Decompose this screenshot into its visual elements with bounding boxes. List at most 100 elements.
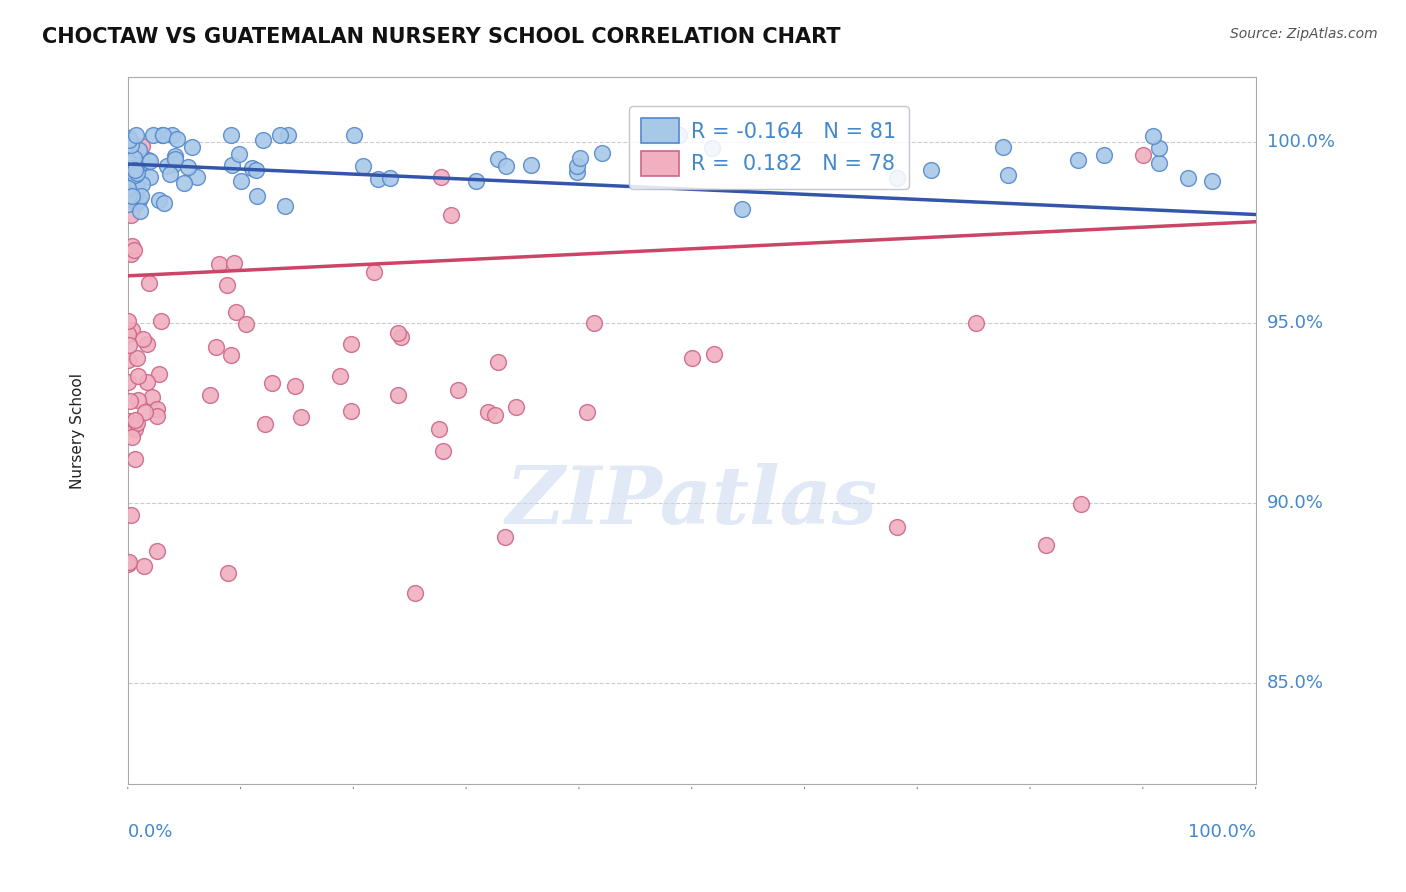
Point [378,170,401,185]
Point [205,340,228,354]
Point [731,202,754,216]
Point [582,316,605,330]
Point [340,404,363,418]
Text: ZIPatlas: ZIPatlas [506,463,877,541]
Point [120,508,142,522]
Legend: R = -0.164   N = 81, R =  0.182   N = 78: R = -0.164 N = 81, R = 0.182 N = 78 [628,105,908,188]
Point [120,186,142,200]
Point [217,278,239,293]
Point [163,157,186,171]
Point [363,265,385,279]
Point [1067,153,1090,167]
Point [290,410,312,425]
Text: Nursery School: Nursery School [69,373,84,489]
Point [166,132,188,146]
Point [120,394,142,409]
Point [117,191,139,205]
Point [125,166,148,180]
Point [121,239,143,253]
Point [118,131,141,145]
Point [565,165,588,179]
Point [121,323,143,337]
Point [567,159,589,173]
Point [484,408,506,422]
Point [163,149,186,163]
Point [389,330,412,344]
Point [198,388,221,402]
Point [122,243,145,257]
Point [118,414,141,428]
Point [142,128,165,143]
Point [177,161,200,175]
Text: 0.0%: 0.0% [128,823,173,841]
Point [117,196,139,211]
Point [163,153,186,167]
Point [122,151,145,165]
Point [269,128,291,143]
Point [124,168,146,182]
Point [240,161,263,175]
Point [141,390,163,404]
Text: CHOCTAW VS GUATEMALAN NURSERY SCHOOL CORRELATION CHART: CHOCTAW VS GUATEMALAN NURSERY SCHOOL COR… [42,27,841,46]
Point [387,388,409,402]
Point [162,128,184,143]
Text: 100.0%: 100.0% [1267,134,1334,152]
Point [1177,170,1199,185]
Point [139,170,162,185]
Point [145,401,167,416]
Point [668,128,690,143]
Point [129,189,152,203]
Point [1035,538,1057,552]
Point [228,146,250,161]
Point [432,444,454,458]
Point [254,417,277,432]
Point [152,128,174,143]
Point [124,413,146,427]
Point [1070,498,1092,512]
Point [180,140,202,154]
Point [128,194,150,208]
Point [1201,174,1223,188]
Point [136,337,159,351]
Point [125,128,148,143]
Point [208,258,231,272]
Point [886,520,908,534]
Point [120,137,142,152]
Point [367,172,389,186]
Point [700,141,723,155]
Point [1132,147,1154,161]
Point [1149,141,1171,155]
Point [387,326,409,340]
Point [121,430,143,444]
Point [186,169,208,184]
Point [117,314,139,328]
Point [138,276,160,290]
Point [339,336,361,351]
Point [231,174,253,188]
Point [135,375,157,389]
Point [284,379,307,393]
Point [149,314,172,328]
Point [125,416,148,430]
Point [591,145,613,160]
Point [128,203,150,218]
Point [221,158,243,172]
Point [274,199,297,213]
Point [134,558,156,573]
Point [430,169,453,184]
Point [117,352,139,367]
Point [217,566,239,580]
Point [131,139,153,153]
Point [222,255,245,269]
Point [1147,156,1170,170]
Point [127,369,149,384]
Point [219,348,242,362]
Point [125,197,148,211]
Point [352,159,374,173]
Point [124,452,146,467]
Point [427,422,450,436]
Point [260,376,283,390]
Point [125,180,148,194]
Point [965,316,987,330]
Point [221,128,243,143]
